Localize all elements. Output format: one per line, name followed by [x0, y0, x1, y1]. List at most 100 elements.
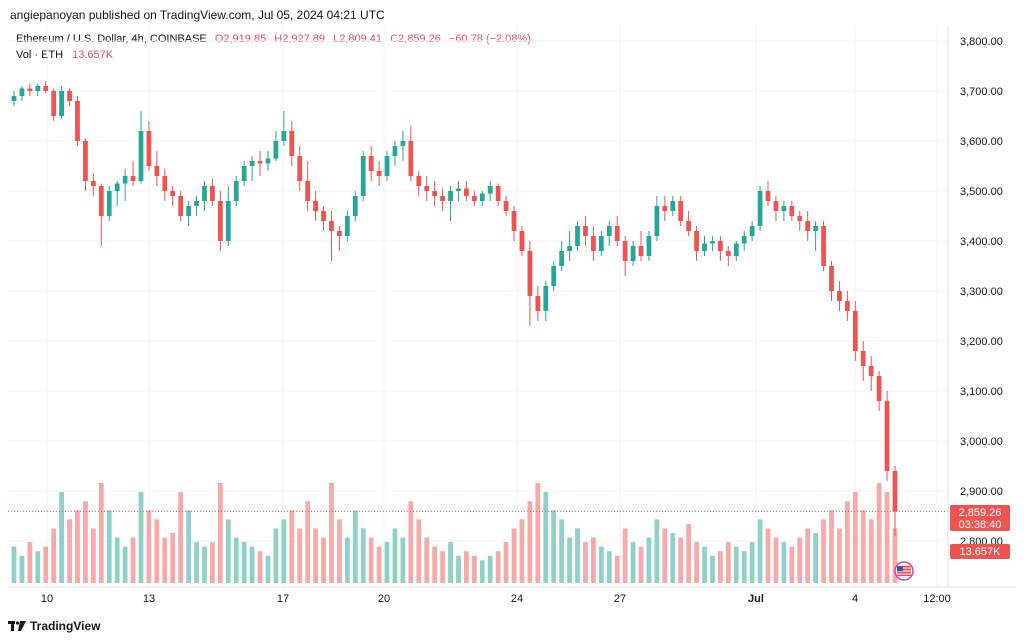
- candle[interactable]: [448, 186, 453, 221]
- candle[interactable]: [83, 138, 88, 192]
- volume-bar[interactable]: [51, 528, 57, 583]
- candle[interactable]: [479, 191, 485, 206]
- volume-bar[interactable]: [805, 528, 811, 583]
- candle[interactable]: [503, 196, 509, 216]
- candle[interactable]: [646, 231, 652, 261]
- volume-bar[interactable]: [852, 492, 858, 583]
- volume-bar[interactable]: [813, 533, 819, 583]
- candle[interactable]: [567, 231, 572, 261]
- volume-bar[interactable]: [765, 528, 771, 583]
- volume-bar[interactable]: [487, 555, 493, 583]
- candle[interactable]: [868, 356, 874, 391]
- candle[interactable]: [233, 176, 239, 206]
- volume-bar[interactable]: [59, 492, 65, 583]
- volume-bar[interactable]: [567, 537, 572, 583]
- volume-bar[interactable]: [464, 551, 469, 583]
- candle[interactable]: [106, 186, 112, 221]
- volume-bar[interactable]: [789, 546, 795, 583]
- volume-bar[interactable]: [43, 546, 49, 583]
- candle[interactable]: [337, 226, 342, 251]
- volume-bar[interactable]: [591, 537, 596, 583]
- volume-bar[interactable]: [844, 501, 850, 583]
- volume-bar[interactable]: [654, 519, 660, 583]
- volume-bar[interactable]: [329, 483, 334, 583]
- candle[interactable]: [583, 216, 588, 246]
- candle[interactable]: [511, 206, 517, 241]
- candle[interactable]: [725, 246, 731, 266]
- candle[interactable]: [559, 241, 565, 271]
- candle[interactable]: [114, 181, 120, 206]
- candle[interactable]: [360, 151, 366, 201]
- candle[interactable]: [122, 168, 128, 202]
- candle[interactable]: [773, 196, 779, 221]
- volume-bar[interactable]: [868, 519, 874, 583]
- candle[interactable]: [305, 161, 311, 211]
- candle[interactable]: [630, 241, 636, 266]
- candle[interactable]: [186, 201, 191, 226]
- candle[interactable]: [757, 186, 763, 231]
- volume-bar[interactable]: [638, 546, 644, 583]
- candle[interactable]: [424, 176, 430, 201]
- candle[interactable]: [35, 83, 41, 97]
- volume-label[interactable]: Vol · ETH: [16, 49, 64, 61]
- candle[interactable]: [392, 141, 398, 166]
- volume-bar[interactable]: [678, 537, 684, 583]
- candle[interactable]: [471, 191, 477, 206]
- volume-bar[interactable]: [884, 492, 890, 583]
- candle[interactable]: [622, 236, 628, 276]
- volume-bar[interactable]: [606, 551, 612, 583]
- volume-bar[interactable]: [146, 510, 152, 583]
- volume-bar[interactable]: [400, 537, 406, 583]
- volume-bar[interactable]: [368, 537, 374, 583]
- candle[interactable]: [495, 183, 501, 207]
- volume-bar[interactable]: [535, 483, 541, 583]
- candle[interactable]: [178, 191, 184, 221]
- volume-bar[interactable]: [622, 528, 628, 583]
- volume-bar[interactable]: [829, 510, 834, 583]
- candle[interactable]: [543, 281, 549, 321]
- candle[interactable]: [598, 231, 604, 256]
- volume-bar[interactable]: [297, 528, 303, 583]
- candle[interactable]: [805, 211, 811, 241]
- volume-bar[interactable]: [225, 519, 231, 583]
- volume-bar[interactable]: [241, 542, 247, 583]
- candle[interactable]: [876, 371, 882, 411]
- volume-bar[interactable]: [424, 537, 430, 583]
- candle[interactable]: [376, 161, 382, 186]
- candle[interactable]: [130, 161, 136, 186]
- candle[interactable]: [654, 196, 660, 241]
- volume-bar[interactable]: [281, 519, 287, 583]
- volume-bar[interactable]: [630, 542, 636, 583]
- volume-bar[interactable]: [360, 528, 366, 583]
- candle[interactable]: [194, 196, 199, 216]
- volume-bar[interactable]: [725, 542, 731, 583]
- volume-bar[interactable]: [773, 537, 779, 583]
- candle[interactable]: [368, 146, 374, 181]
- volume-bar[interactable]: [19, 555, 25, 583]
- volume-bar[interactable]: [114, 537, 120, 583]
- volume-bar[interactable]: [471, 555, 477, 583]
- candle[interactable]: [797, 211, 803, 231]
- candle[interactable]: [829, 261, 834, 301]
- volume-bar[interactable]: [503, 542, 509, 583]
- volume-bar[interactable]: [305, 501, 311, 583]
- volume-bar[interactable]: [686, 523, 692, 583]
- volume-bar[interactable]: [710, 555, 715, 583]
- volume-bar[interactable]: [217, 483, 223, 583]
- candle[interactable]: [733, 241, 739, 261]
- volume-bar[interactable]: [519, 519, 525, 583]
- volume-bar[interactable]: [154, 519, 160, 583]
- volume-bar[interactable]: [90, 528, 96, 583]
- candle[interactable]: [352, 191, 358, 221]
- candle[interactable]: [59, 86, 65, 119]
- candle[interactable]: [217, 191, 223, 251]
- volume-bar[interactable]: [352, 510, 358, 583]
- candle[interactable]: [408, 126, 414, 181]
- candle[interactable]: [67, 88, 72, 107]
- candle[interactable]: [210, 178, 215, 207]
- candle[interactable]: [43, 81, 49, 94]
- volume-bar[interactable]: [892, 528, 898, 583]
- candle[interactable]: [535, 286, 541, 321]
- volume-bar[interactable]: [440, 551, 445, 583]
- volume-bar[interactable]: [162, 537, 168, 583]
